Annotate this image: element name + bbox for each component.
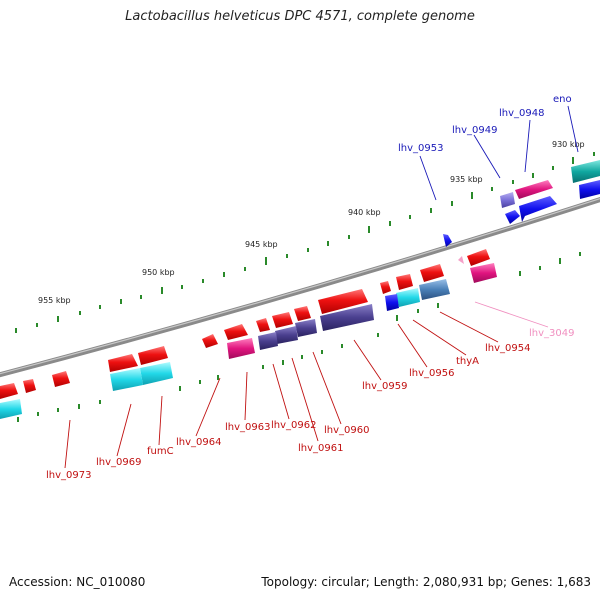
gene-label-lhv-0973[interactable]: lhv_0973 — [46, 470, 91, 481]
gene-feature[interactable] — [258, 332, 278, 350]
reverse-strand-features — [0, 249, 497, 419]
gene-label-lhv-0953[interactable]: lhv_0953 — [398, 143, 443, 154]
scale-label-935: 935 kbp — [450, 175, 483, 184]
gene-feature[interactable] — [224, 324, 248, 340]
map-title: Lactobacillus helveticus DPC 4571, compl… — [125, 9, 475, 24]
gene-feature[interactable] — [470, 263, 497, 283]
outer-tick-row — [15, 152, 595, 333]
scale-labels: 930 kbp 935 kbp 940 kbp 945 kbp 950 kbp … — [38, 140, 585, 305]
gene-label-lhv-0961[interactable]: lhv_0961 — [298, 443, 343, 454]
forward-strand-features — [443, 160, 600, 247]
gene-labels: eno lhv_0948 lhv_0949 lhv_0953 lhv_3049 … — [46, 94, 574, 481]
gene-feature[interactable] — [571, 160, 600, 183]
gene-feature[interactable] — [396, 274, 413, 290]
gene-feature[interactable] — [140, 362, 173, 385]
gene-feature[interactable] — [294, 306, 311, 321]
gene-label-thyA[interactable]: thyA — [456, 356, 479, 367]
gene-feature[interactable] — [256, 318, 270, 332]
gene-feature[interactable] — [500, 192, 515, 208]
gene-feature[interactable] — [419, 279, 450, 300]
gene-feature[interactable] — [0, 399, 22, 419]
gene-feature[interactable] — [110, 368, 143, 391]
gene-feature[interactable] — [579, 180, 600, 199]
gene-feature[interactable] — [515, 180, 553, 199]
gene-feature[interactable] — [202, 334, 218, 348]
gene-feature[interactable] — [108, 354, 138, 372]
gene-feature[interactable] — [467, 249, 490, 266]
gene-label-lhv-0960[interactable]: lhv_0960 — [324, 425, 369, 436]
gene-label-lhv-0964[interactable]: lhv_0964 — [176, 437, 221, 448]
gene-feature[interactable] — [272, 312, 293, 328]
gene-feature[interactable] — [505, 210, 520, 224]
gene-feature[interactable] — [380, 281, 391, 294]
gene-feature[interactable] — [295, 319, 317, 337]
gene-label-lhv-0969[interactable]: lhv_0969 — [96, 457, 141, 468]
gene-label-lhv-0962[interactable]: lhv_0962 — [271, 420, 316, 431]
label-leader-lines — [64, 105, 579, 469]
gene-feature[interactable] — [52, 371, 70, 387]
gene-label-lhv-0948[interactable]: lhv_0948 — [499, 108, 544, 119]
gene-feature[interactable] — [23, 379, 36, 393]
gene-feature[interactable] — [318, 289, 368, 314]
gene-feature[interactable] — [519, 196, 557, 222]
gene-feature[interactable] — [458, 256, 464, 264]
gene-label-lhv-0954[interactable]: lhv_0954 — [485, 343, 530, 354]
gene-label-lhv-0959[interactable]: lhv_0959 — [362, 381, 407, 392]
gene-feature[interactable] — [275, 326, 298, 344]
gene-feature[interactable] — [385, 294, 399, 311]
gene-label-eno[interactable]: eno — [553, 94, 572, 105]
scale-label-955: 955 kbp — [38, 296, 71, 305]
gene-label-lhv-0956[interactable]: lhv_0956 — [409, 368, 454, 379]
gene-label-fumC[interactable]: fumC — [147, 446, 174, 457]
genome-backbone-highlight — [0, 197, 600, 375]
genome-backbone — [0, 196, 600, 378]
gene-feature[interactable] — [0, 383, 18, 399]
genome-summary-text: Topology: circular; Length: 2,080,931 bp… — [261, 575, 591, 589]
gene-feature[interactable] — [138, 346, 168, 365]
scale-label-940: 940 kbp — [348, 208, 381, 217]
gene-feature[interactable] — [320, 304, 374, 331]
gene-label-lhv-0949[interactable]: lhv_0949 — [452, 125, 497, 136]
gene-label-lhv-3049[interactable]: lhv_3049 — [529, 328, 574, 339]
gene-feature[interactable] — [420, 264, 444, 282]
inner-tick-row — [17, 252, 581, 422]
gene-feature[interactable] — [443, 234, 452, 247]
gene-label-lhv-0963[interactable]: lhv_0963 — [225, 422, 270, 433]
gene-feature[interactable] — [396, 288, 420, 307]
gene-feature[interactable] — [227, 338, 255, 359]
scale-label-930: 930 kbp — [552, 140, 585, 149]
scale-label-945: 945 kbp — [245, 240, 278, 249]
scale-label-950: 950 kbp — [142, 268, 175, 277]
accession-text: Accession: NC_010080 — [9, 575, 146, 589]
